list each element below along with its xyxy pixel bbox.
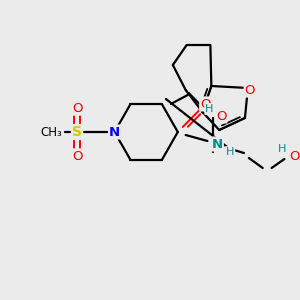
Text: CH₃: CH₃ [40,125,62,139]
Text: O: O [72,149,82,163]
Text: O: O [200,98,211,110]
Text: S: S [72,125,82,139]
Text: O: O [289,149,300,163]
Text: N: N [212,137,223,151]
Text: O: O [72,101,82,115]
Text: N: N [109,125,120,139]
Text: H: H [226,147,234,157]
Text: H: H [278,144,287,154]
Text: H: H [205,104,214,114]
Text: O: O [216,110,226,122]
Text: O: O [244,83,255,97]
